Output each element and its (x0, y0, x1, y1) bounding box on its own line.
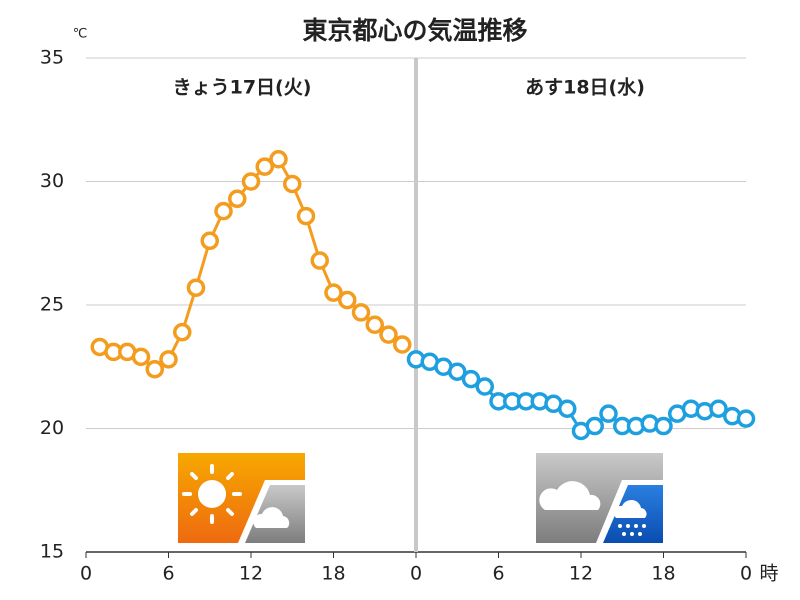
point (255, 157, 274, 176)
point (393, 335, 412, 354)
point (296, 206, 316, 226)
x-tick-label: 0 (740, 563, 752, 585)
point (448, 362, 467, 381)
point (173, 322, 192, 342)
weather-icon-tomorrow (536, 453, 663, 543)
chart-title: 東京都心の気温推移 (302, 16, 527, 45)
x-tick-label: 12 (569, 563, 593, 585)
x-tick-label: 12 (239, 563, 263, 585)
y-tick-label: 30 (40, 170, 64, 192)
x-tick-label: 6 (492, 563, 504, 585)
point (709, 399, 728, 418)
point (585, 416, 604, 436)
point (338, 290, 357, 310)
point (159, 350, 178, 369)
point (200, 231, 219, 251)
y-tick-label: 35 (40, 47, 64, 69)
point (324, 283, 343, 302)
x-unit: 時 (759, 563, 778, 585)
point (736, 409, 756, 428)
x-tick-label: 18 (321, 563, 345, 585)
weather-icon-today (178, 453, 305, 543)
point (654, 416, 673, 436)
point (365, 315, 384, 335)
line (99, 157, 404, 372)
point (228, 189, 247, 209)
point (269, 150, 288, 169)
point (599, 404, 618, 423)
point (379, 325, 398, 344)
y-tick-label: 25 (40, 294, 64, 316)
point (558, 399, 577, 418)
point (214, 201, 233, 221)
x-tick-label: 18 (651, 563, 675, 585)
day-label: あす18日(水) (525, 77, 645, 99)
point (475, 377, 494, 396)
point (241, 172, 261, 191)
y-unit: ℃ (73, 27, 88, 42)
y-tick-label: 20 (40, 417, 64, 439)
point (283, 174, 302, 194)
x-tick-label: 0 (410, 563, 422, 585)
point (145, 359, 164, 379)
point (351, 303, 371, 322)
point (310, 251, 329, 270)
day-label: きょう17日(火) (173, 77, 312, 99)
y-tick-label: 15 (40, 541, 64, 563)
x-tick-label: 0 (80, 563, 92, 585)
x-tick-label: 6 (162, 563, 174, 585)
point (461, 369, 481, 389)
point (186, 278, 206, 297)
point (131, 347, 151, 367)
